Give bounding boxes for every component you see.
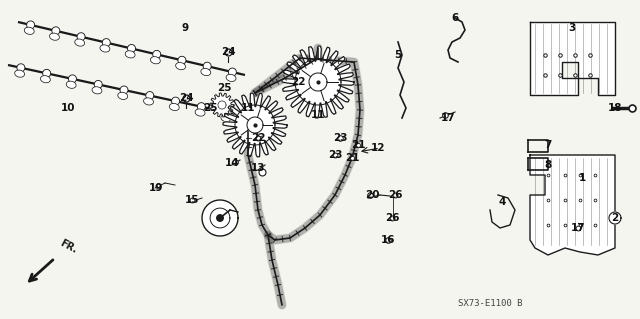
Text: 26: 26	[388, 190, 403, 200]
Polygon shape	[530, 22, 615, 95]
Text: 22: 22	[251, 133, 265, 143]
Polygon shape	[530, 155, 615, 255]
Ellipse shape	[75, 39, 84, 46]
Text: 8: 8	[545, 160, 552, 170]
Ellipse shape	[197, 103, 205, 111]
Ellipse shape	[172, 97, 180, 105]
Text: 18: 18	[608, 103, 622, 113]
Text: 10: 10	[61, 103, 76, 113]
Ellipse shape	[143, 98, 154, 105]
Ellipse shape	[24, 27, 34, 34]
Ellipse shape	[102, 39, 110, 47]
Text: 14: 14	[225, 158, 239, 168]
Ellipse shape	[221, 115, 231, 122]
Text: 1: 1	[579, 173, 586, 183]
Ellipse shape	[153, 50, 161, 58]
Text: 24: 24	[179, 93, 193, 103]
Text: 11: 11	[311, 110, 325, 120]
Ellipse shape	[150, 57, 160, 64]
Polygon shape	[609, 212, 621, 224]
Text: 23: 23	[328, 150, 342, 160]
Text: 13: 13	[251, 163, 265, 173]
Polygon shape	[218, 101, 226, 109]
Polygon shape	[210, 93, 234, 117]
Text: 3: 3	[568, 23, 575, 33]
Ellipse shape	[92, 87, 102, 94]
Text: 22: 22	[291, 77, 305, 87]
Ellipse shape	[125, 51, 135, 58]
Ellipse shape	[195, 109, 205, 116]
Text: 12: 12	[371, 143, 385, 153]
Ellipse shape	[100, 45, 110, 52]
Ellipse shape	[120, 86, 128, 94]
Text: 24: 24	[221, 47, 236, 57]
Text: 19: 19	[149, 183, 163, 193]
Text: 21: 21	[351, 140, 365, 150]
Ellipse shape	[94, 80, 102, 88]
Ellipse shape	[77, 33, 85, 41]
Polygon shape	[282, 46, 354, 118]
Ellipse shape	[170, 103, 179, 111]
Text: 16: 16	[381, 235, 396, 245]
Text: 21: 21	[345, 153, 359, 163]
Text: 20: 20	[365, 190, 380, 200]
Text: 17: 17	[571, 223, 586, 233]
Polygon shape	[202, 200, 238, 236]
Ellipse shape	[40, 76, 51, 83]
Text: 2: 2	[611, 213, 619, 223]
Text: FR.: FR.	[58, 238, 79, 255]
Text: 25: 25	[203, 103, 217, 113]
Ellipse shape	[146, 92, 154, 100]
Ellipse shape	[15, 70, 24, 77]
Ellipse shape	[68, 75, 76, 83]
Ellipse shape	[118, 92, 127, 100]
Text: 25: 25	[217, 83, 231, 93]
Ellipse shape	[178, 56, 186, 64]
Text: 6: 6	[451, 13, 459, 23]
Text: 7: 7	[544, 140, 552, 150]
Text: 15: 15	[185, 195, 199, 205]
Text: SX73-E1100 B: SX73-E1100 B	[458, 299, 522, 308]
Polygon shape	[217, 215, 223, 221]
Ellipse shape	[52, 27, 60, 35]
Text: 11: 11	[241, 103, 255, 113]
Ellipse shape	[17, 64, 25, 72]
Ellipse shape	[127, 44, 136, 53]
Ellipse shape	[228, 68, 236, 76]
Polygon shape	[309, 73, 327, 91]
Polygon shape	[223, 93, 287, 157]
Text: 9: 9	[181, 23, 189, 33]
Ellipse shape	[175, 63, 186, 70]
Ellipse shape	[226, 74, 236, 81]
Ellipse shape	[223, 108, 231, 116]
Text: 23: 23	[333, 133, 348, 143]
Polygon shape	[247, 117, 263, 133]
Text: 5: 5	[394, 50, 402, 60]
Text: 17: 17	[441, 113, 455, 123]
Ellipse shape	[43, 69, 51, 77]
Ellipse shape	[203, 62, 211, 70]
Ellipse shape	[201, 68, 211, 76]
Text: 26: 26	[385, 213, 399, 223]
Polygon shape	[210, 208, 230, 228]
Ellipse shape	[27, 21, 35, 29]
Text: 4: 4	[499, 197, 506, 207]
Ellipse shape	[66, 81, 76, 88]
Ellipse shape	[49, 33, 60, 40]
